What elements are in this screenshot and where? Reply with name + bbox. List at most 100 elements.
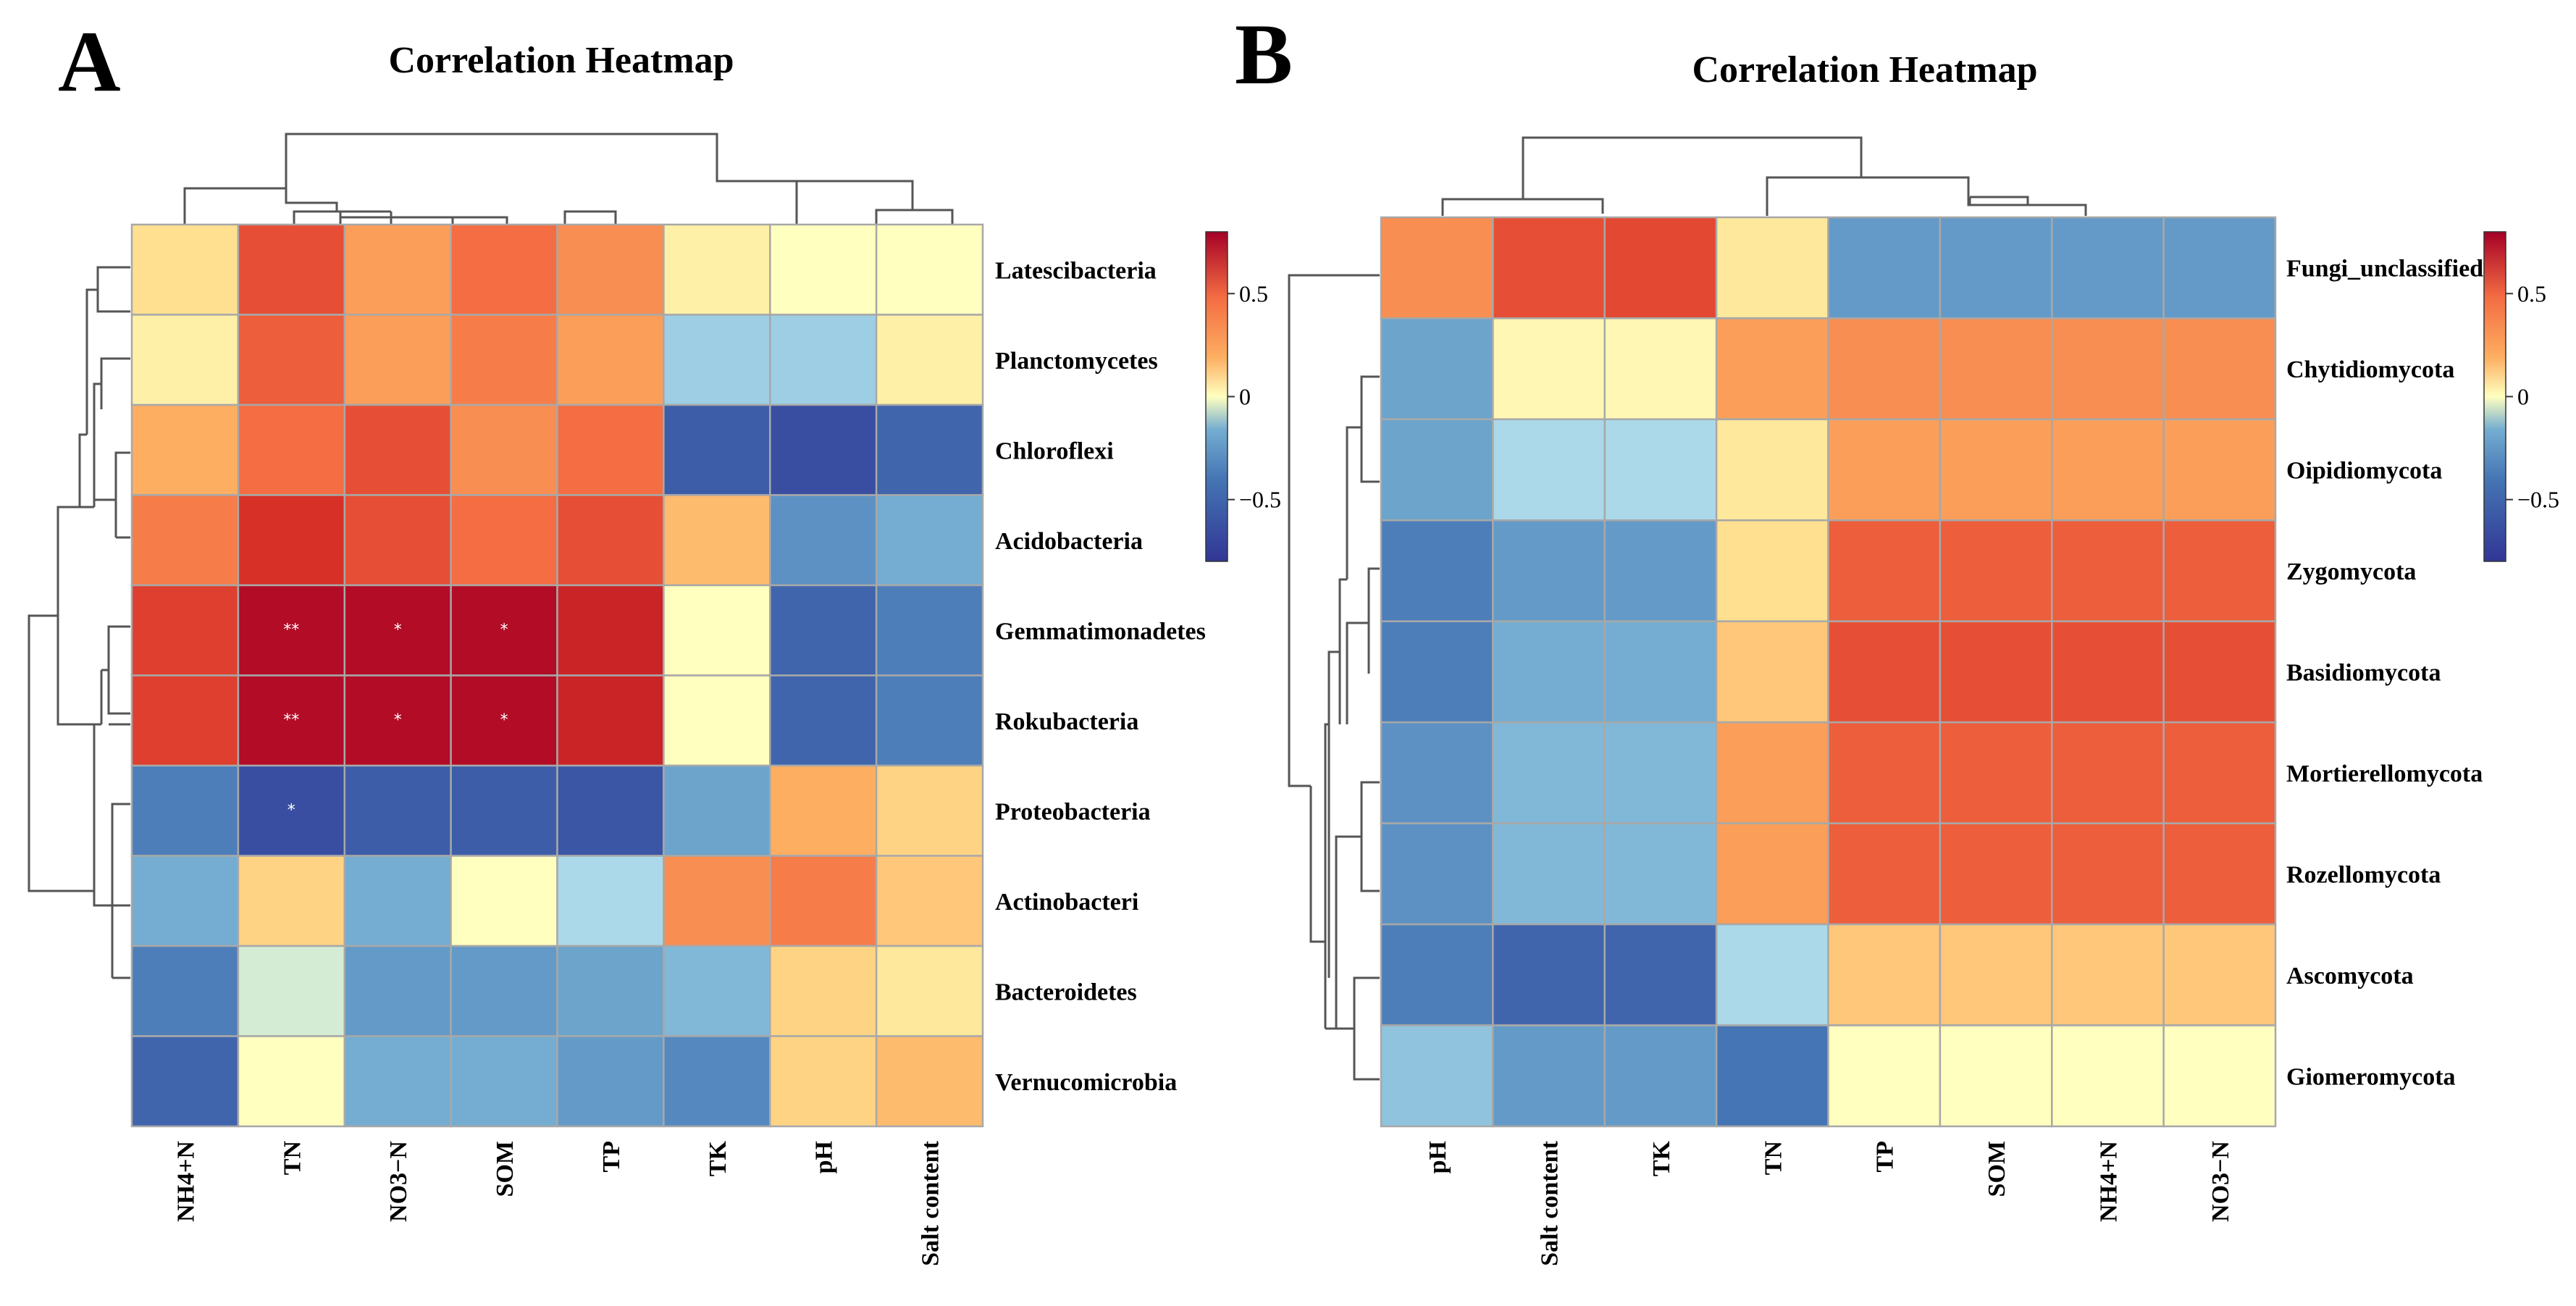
column-label: TP [1872, 1141, 1899, 1172]
panel-b-column-dendrogram [1441, 136, 2087, 216]
heatmap-cell [769, 494, 878, 587]
heatmap-cell [875, 674, 984, 767]
heatmap-cell [1939, 721, 2053, 824]
panel-b-column-labels: pH Salt content TK TN TP SOM NH4+N NO3−N [1425, 1140, 2234, 1266]
heatmap-cell [1939, 923, 2053, 1026]
heatmap-cell [1939, 418, 2053, 522]
row-label: Gemmatimonadetes [995, 618, 1206, 645]
heatmap-cell [130, 764, 240, 857]
colorbar-tick-label: 0.5 [1239, 280, 1268, 306]
heatmap-cell [769, 403, 878, 496]
heatmap-cell [343, 494, 452, 587]
heatmap-cell [343, 945, 452, 1037]
heatmap-cell [663, 1035, 771, 1128]
heatmap-cell [1603, 822, 1718, 926]
heatmap-cell [237, 855, 346, 947]
heatmap-cell [875, 945, 984, 1037]
heatmap-cell [2162, 1024, 2277, 1128]
heatmap-cell [2162, 418, 2277, 522]
heatmap-cell [663, 674, 771, 767]
heatmap-cell [1827, 519, 1942, 622]
heatmap-cell [2051, 721, 2165, 824]
heatmap-cell [2051, 317, 2165, 421]
heatmap-cell [237, 403, 346, 496]
heatmap-cell [1715, 519, 1829, 622]
heatmap-cell [1380, 923, 1494, 1026]
heatmap-cell [130, 674, 240, 767]
heatmap-cell [343, 764, 452, 857]
heatmap-cell [2051, 822, 2165, 926]
heatmap-cell [1492, 721, 1606, 824]
panel-a-column-labels: NH4+N TN NO3−N SOM TP TK pH Salt content [172, 1140, 944, 1266]
heatmap-cell [556, 855, 665, 947]
heatmap-cell [1492, 317, 1606, 421]
row-label: Zygomycota [2286, 558, 2416, 585]
row-label: Bacteroidetes [995, 979, 1137, 1005]
column-label: pH [1425, 1141, 1451, 1173]
row-label: Chloroflexi [995, 438, 1114, 464]
heatmap-cell [2051, 620, 2165, 724]
panel-b-title: Correlation Heatmap [1692, 49, 2037, 91]
heatmap-cell [2162, 620, 2277, 724]
row-label: Ascomycota [2286, 963, 2414, 989]
heatmap-cell [1939, 1024, 2053, 1128]
heatmap-cell [1939, 620, 2053, 724]
heatmap-cell [769, 674, 878, 767]
heatmap-cell [450, 945, 558, 1037]
heatmap-cell [237, 945, 346, 1037]
row-label: Chytidiomycota [2286, 356, 2454, 383]
column-label: NO3−N [385, 1141, 412, 1222]
heatmap-cell [875, 855, 984, 947]
heatmap-cell [1492, 620, 1606, 724]
column-label: Salt content [1537, 1140, 1564, 1266]
heatmap-cell [769, 314, 878, 406]
heatmap-cell [2162, 216, 2277, 319]
heatmap-cell [130, 223, 240, 316]
panel-a-row-dendrogram [28, 266, 130, 979]
heatmap-cell [663, 223, 771, 316]
heatmap-cell [1492, 418, 1606, 522]
row-label: Latescibacteria [995, 257, 1157, 284]
heatmap-cell [556, 764, 665, 857]
column-label: SOM [1984, 1141, 2010, 1197]
heatmap-cell [2051, 418, 2165, 522]
panel-b-row-labels: Fungi_unclassified Chytidiomycota Oipidiom… [2286, 256, 2483, 1091]
heatmap-cell [2162, 822, 2277, 926]
heatmap-cell [2162, 519, 2277, 622]
heatmap-cell [663, 855, 771, 947]
heatmap-cell [130, 945, 240, 1037]
row-label: Vernucomicrobia [995, 1069, 1177, 1096]
heatmap-cell [1492, 1024, 1606, 1128]
row-label: Oipidiomycota [2286, 458, 2442, 485]
panel-a-title: Correlation Heatmap [388, 40, 734, 81]
heatmap-cell [1492, 923, 1606, 1026]
heatmap-cell [1380, 317, 1494, 421]
colorbar-gradient [2483, 231, 2506, 562]
heatmap-cell [769, 855, 878, 947]
heatmap-cell [663, 764, 771, 857]
heatmap-cell [663, 494, 771, 587]
heatmap-cell [1827, 822, 1942, 926]
heatmap-cell [237, 494, 346, 587]
heatmap-cell [450, 314, 558, 406]
heatmap-cell [343, 223, 452, 316]
heatmap-cell [1827, 923, 1942, 1026]
significance-mark: ** [283, 711, 299, 729]
heatmap-cell [343, 855, 452, 947]
heatmap-cell [1715, 721, 1829, 824]
heatmap-cell [1715, 216, 1829, 319]
heatmap-cell [1380, 721, 1494, 824]
heatmap-panel-a: A Correlation Heatmap ** * *** * ** Latescib… [28, 13, 1281, 1266]
panel-b-cells [1380, 216, 2277, 1128]
heatmap-cell [1603, 1024, 1718, 1128]
heatmap-cell [1603, 923, 1718, 1026]
heatmap-cell [1715, 620, 1829, 724]
heatmap-cell [237, 223, 346, 316]
panel-a-cells: ** * *** * ** [130, 223, 984, 1128]
significance-mark: * [288, 801, 295, 819]
heatmap-cell [450, 494, 558, 587]
heatmap-cell [1827, 216, 1942, 319]
heatmap-cell [130, 494, 240, 587]
row-label: Acidobacteria [995, 528, 1143, 555]
heatmap-cell [450, 764, 558, 857]
